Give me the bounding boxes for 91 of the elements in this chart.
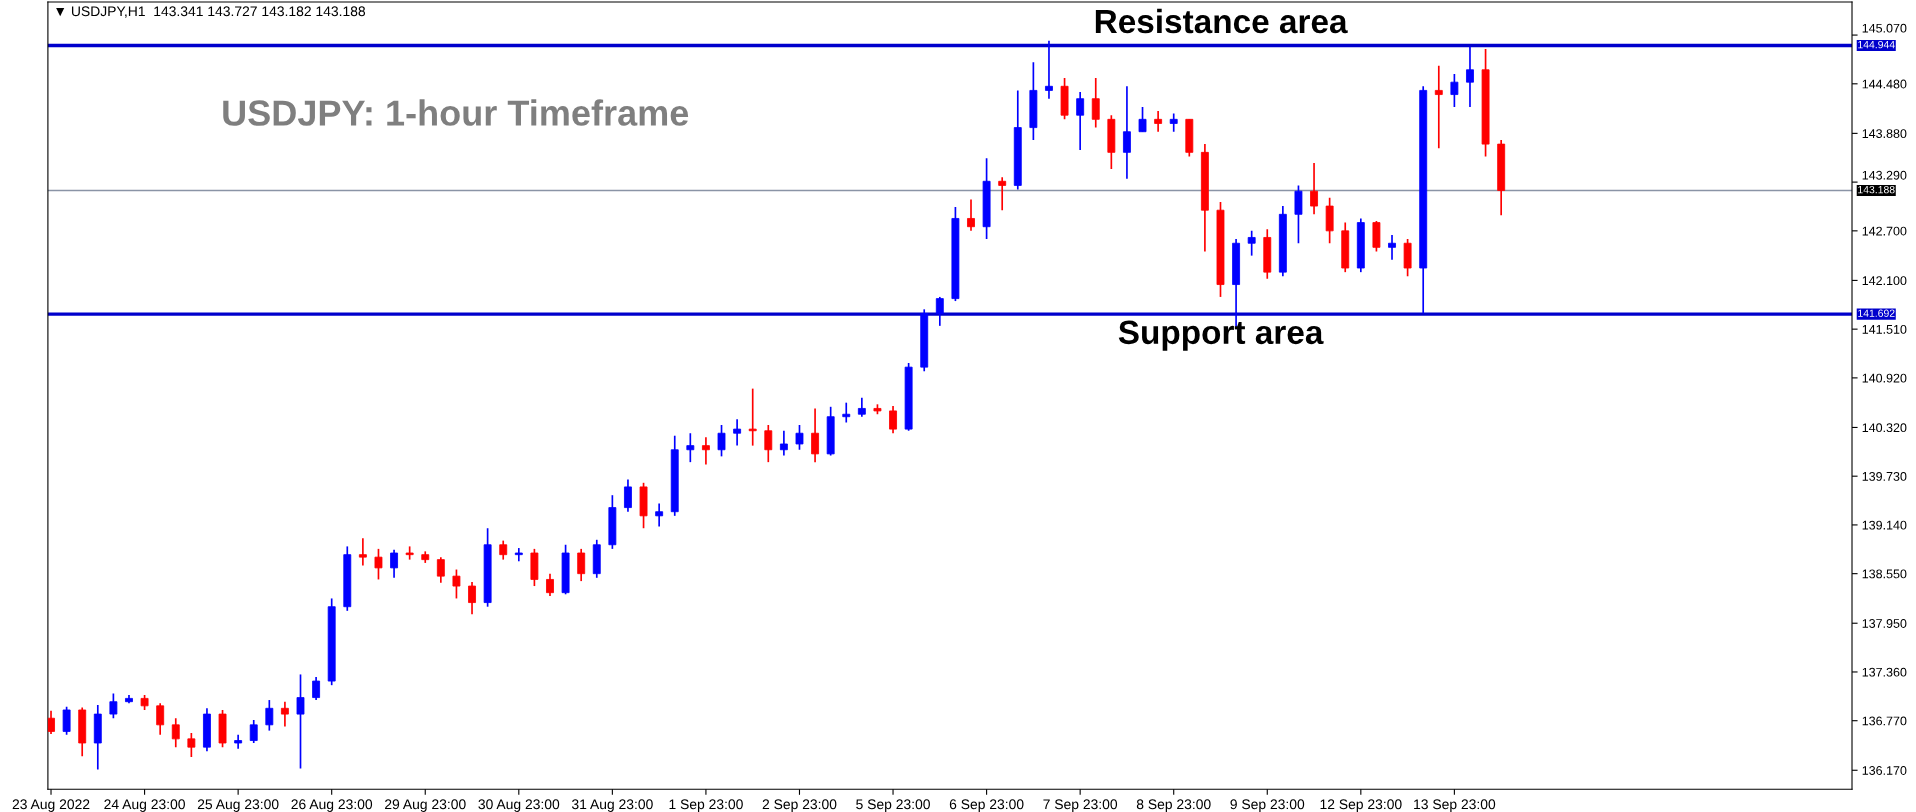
x-tick-label: 13 Sep 23:00 (1414, 799, 1496, 812)
candlestick (935, 296, 944, 327)
candlestick (546, 572, 554, 597)
candlestick (717, 424, 726, 458)
y-tick-label: 136.770 (1862, 716, 1907, 726)
y-tick-label: 139.140 (1862, 520, 1907, 530)
candlestick (577, 548, 586, 582)
y-tick-label: 142.700 (1862, 226, 1907, 236)
candlestick (967, 198, 975, 232)
candlestick (452, 568, 461, 600)
candlestick (47, 709, 55, 735)
candlestick (280, 700, 289, 728)
y-tick-label: 138.550 (1862, 569, 1907, 579)
y-tick-label: 140.920 (1862, 373, 1907, 383)
y-tick-label: 142.100 (1862, 276, 1907, 286)
candlestick (1123, 85, 1131, 180)
x-tick-label: 30 Aug 23:00 (478, 799, 560, 812)
candlestick (748, 387, 757, 447)
candlestick (265, 699, 274, 732)
candlestick (686, 432, 695, 463)
y-tick-label: 137.950 (1862, 619, 1907, 628)
candlestick (249, 719, 258, 744)
candlestick (1247, 230, 1256, 257)
candlestick (889, 405, 897, 435)
x-tick-label: 24 Aug 23:00 (104, 799, 185, 812)
x-tick-label: 31 Aug 23:00 (571, 799, 653, 812)
candlestick (436, 556, 445, 584)
x-tick-label: 29 Aug 23:00 (385, 799, 466, 812)
candlestick (1388, 234, 1396, 261)
candlestick (1450, 73, 1459, 108)
x-tick-label: 7 Sep 23:00 (1043, 799, 1118, 812)
y-tick-label: 137.360 (1862, 667, 1907, 677)
candlestick (296, 673, 305, 770)
x-tick-label: 2 Sep 23:00 (762, 799, 837, 812)
candlestick (1076, 91, 1085, 151)
candlestick (514, 547, 523, 563)
candlestick (857, 396, 866, 418)
candlestick (499, 539, 508, 561)
candlestick (624, 478, 632, 513)
text: 143.188 (1858, 185, 1895, 194)
candlestick (1091, 77, 1100, 129)
y-tick-label: 141.510 (1862, 324, 1907, 334)
x-tick-label: 23 Aug 2022 (12, 799, 90, 812)
y-tick-label: 143.290 (1862, 170, 1907, 180)
x-tick-label: 5 Sep 23:00 (856, 799, 930, 812)
text: USDJPY: 1-hour Timeframe (223, 99, 689, 126)
candlestick (468, 581, 476, 615)
text: 144.944 (1858, 40, 1895, 49)
y-tick-label: 136.170 (1862, 766, 1907, 775)
candlestick (1434, 64, 1443, 150)
candlestick (156, 702, 165, 736)
candlestick (795, 424, 804, 451)
candlestick (62, 705, 71, 736)
candlestick (312, 676, 321, 701)
candlestick (1310, 162, 1318, 216)
candlestick (109, 692, 118, 720)
candlestick (811, 407, 819, 463)
y-tick-label: 145.070 (1862, 23, 1907, 33)
candlestick (733, 418, 742, 447)
candlestick (998, 176, 1007, 212)
x-tick-label: 9 Sep 23:00 (1230, 799, 1305, 812)
x-tick-label: 6 Sep 23:00 (949, 799, 1024, 812)
y-tick-label: 144.480 (1862, 79, 1907, 89)
ref-line-label: Resistance area (1095, 8, 1348, 34)
x-tick-label: 26 Aug 23:00 (291, 799, 373, 812)
candlestick (842, 401, 851, 424)
text: 141.692 (1858, 309, 1895, 317)
candlestick (1138, 106, 1147, 133)
candlestick (1466, 45, 1474, 108)
y-tick-label: 139.730 (1862, 471, 1907, 481)
candlestick (187, 732, 196, 758)
ref-line-label: Support area (1118, 320, 1324, 351)
candlestick (1294, 184, 1303, 245)
candlestick (358, 537, 367, 567)
y-tick-label: 140.320 (1862, 423, 1907, 433)
x-tick-label: 12 Sep 23:00 (1320, 799, 1402, 812)
candlestick (1154, 110, 1163, 133)
candlestick (655, 502, 664, 528)
candlestick (764, 424, 773, 463)
x-tick-label: 8 Sep 23:00 (1136, 799, 1211, 812)
candlestick (1045, 40, 1053, 100)
candlestick (390, 548, 398, 579)
annotation: ▼ USDJPY,H1 143.341 143.727 143.182 143.188 (56, 6, 366, 18)
candlestick (171, 717, 180, 748)
candlestick (779, 429, 788, 457)
y-tick-label: 143.880 (1862, 129, 1907, 139)
x-tick-label: 25 Aug 23:00 (197, 799, 279, 812)
candlestick (374, 548, 383, 581)
x-tick-label: 1 Sep 23:00 (669, 799, 743, 812)
candlestick (1169, 112, 1178, 133)
candlestick (701, 436, 710, 466)
